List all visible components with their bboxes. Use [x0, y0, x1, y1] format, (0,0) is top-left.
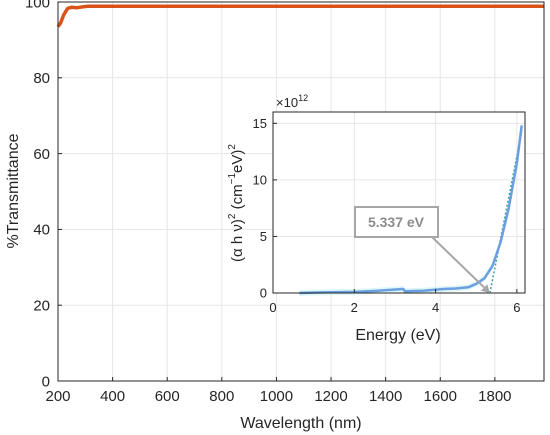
- inset-y-tick-label: 15: [253, 116, 267, 131]
- main-x-tick-label: 400: [100, 388, 125, 405]
- inset-y-exponent: ×1012: [276, 93, 308, 110]
- inset-data-point: [500, 241, 502, 243]
- inset-y-label-sup1: 2: [227, 213, 238, 219]
- inset-x-tick-label: 6: [513, 300, 520, 315]
- main-data-point: [81, 6, 84, 8]
- main-data-point: [60, 22, 62, 24]
- main-data-point: [112, 5, 114, 7]
- main-y-tick-label: 60: [33, 146, 50, 163]
- annotation-label: 5.337 eV: [368, 214, 425, 230]
- main-x-tick-label: 1600: [424, 388, 457, 405]
- inset-data-point: [422, 290, 424, 292]
- inset-y-label-prefix: (α h ν): [229, 219, 246, 262]
- main-data-point: [221, 5, 223, 7]
- main-y-label: %Transmittance: [5, 133, 22, 248]
- main-x-tick-label: 800: [209, 388, 234, 405]
- inset-x-tick-label: 0: [269, 300, 276, 315]
- main-y-tick-label: 100: [25, 0, 50, 11]
- inset-y-exponent-power: 12: [298, 93, 308, 103]
- main-data-point: [330, 5, 332, 7]
- inset-data-point: [491, 265, 494, 267]
- main-y-tick-label: 20: [33, 297, 50, 314]
- inset-y-tick-label: 0: [260, 286, 267, 301]
- main-x-ticks: 200 400 600 800 1000 1200 1400 1600 1800: [45, 377, 512, 405]
- inset-x-tick-label: 4: [432, 300, 439, 315]
- main-y-ticks: 0 20 40 60 80 100: [25, 0, 62, 390]
- main-data-point: [385, 5, 387, 7]
- inset-data-point: [467, 286, 469, 288]
- inset-plot-border: [272, 111, 526, 294]
- inset-y-tick-label: 10: [253, 172, 267, 187]
- inset-y-label-sup3: 2: [227, 144, 238, 150]
- annotation-arrow: [431, 236, 485, 289]
- main-x-tick-label: 1800: [478, 388, 511, 405]
- inset-x-tick-label: 2: [351, 300, 358, 315]
- inset-x-ticks: 0 2 4 6: [269, 289, 520, 315]
- main-data-point: [87, 5, 89, 7]
- inset-data-point: [455, 287, 457, 290]
- inset-data-point: [378, 290, 380, 292]
- inset-data-point: [404, 290, 406, 292]
- inset-y-exponent-base: ×10: [276, 95, 298, 110]
- main-x-tick-label: 600: [155, 388, 180, 405]
- inset-data-point: [402, 288, 404, 290]
- inset-data-point: [443, 288, 445, 290]
- inset-y-label: (α h ν)2 (cm−1eV)2: [227, 144, 246, 262]
- main-data-point: [66, 7, 69, 10]
- main-x-label: Wavelength (nm): [240, 415, 361, 432]
- inset-y-ticks: 0 5 10 15: [253, 116, 277, 301]
- inset-y-label-sup2: −1: [227, 173, 238, 185]
- inset-data-point: [521, 124, 523, 127]
- inset-data-point: [516, 162, 518, 164]
- main-data-point: [166, 5, 168, 7]
- annotation-arrowhead: [481, 284, 490, 293]
- main-data-point: [275, 5, 278, 7]
- inset-y-label-suffix: eV): [229, 150, 246, 173]
- main-data-point: [71, 6, 73, 8]
- inset-data-point: [508, 207, 510, 209]
- main-x-tick-label: 1200: [314, 388, 347, 405]
- main-x-tick-label: 200: [45, 388, 70, 405]
- main-x-tick-label: 1400: [369, 388, 402, 405]
- inset-data-point: [483, 277, 485, 279]
- main-y-tick-label: 0: [42, 373, 50, 390]
- inset-y-label-mid: (cm: [229, 184, 246, 213]
- main-y-tick-label: 40: [33, 222, 50, 239]
- inset-data-point: [475, 283, 477, 285]
- main-data-point: [76, 7, 78, 9]
- main-data-point: [439, 5, 441, 7]
- inset-y-tick-label: 5: [260, 229, 267, 244]
- main-data-point: [494, 5, 496, 7]
- main-x-tick-label: 1000: [260, 388, 293, 405]
- inset-x-label: Energy (eV): [355, 327, 440, 344]
- main-plot-border: [57, 1, 545, 382]
- main-y-tick-label: 80: [33, 70, 50, 87]
- inset-plot-area: [273, 112, 525, 293]
- annotation-box: [354, 206, 439, 238]
- bandgap-annotation: 5.337 eV: [354, 206, 490, 293]
- main-data-point: [62, 14, 65, 16]
